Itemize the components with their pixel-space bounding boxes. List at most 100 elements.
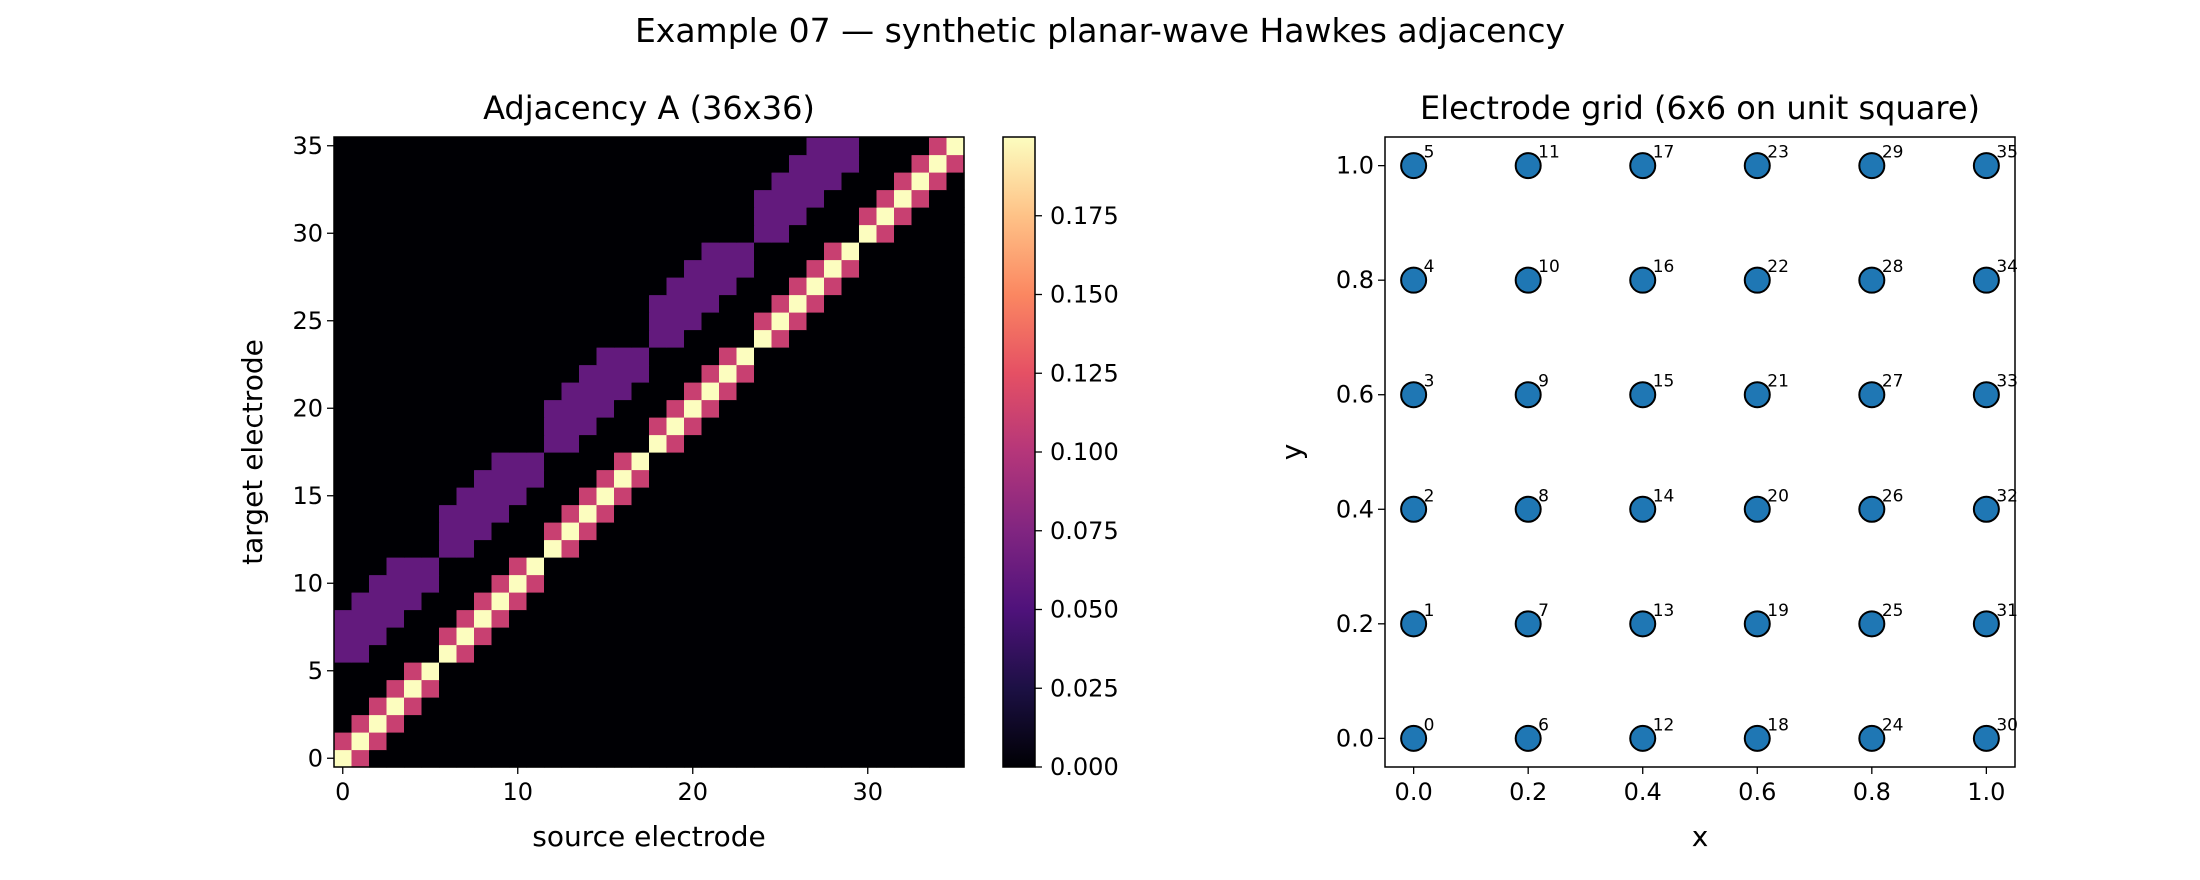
- heatmap-cell: [614, 329, 633, 348]
- heatmap-y-tick-label: 25: [292, 307, 323, 335]
- heatmap-cell: [806, 242, 825, 261]
- heatmap-cell: [824, 224, 843, 243]
- heatmap-cell: [824, 522, 843, 541]
- heatmap-cell: [684, 522, 703, 541]
- heatmap-cell: [736, 522, 755, 541]
- heatmap-cell: [386, 242, 405, 261]
- heatmap-cell: [666, 137, 685, 156]
- heatmap-cell: [369, 662, 388, 681]
- heatmap-cell: [929, 364, 948, 383]
- heatmap-cell: [684, 347, 703, 366]
- heatmap-cell: [789, 137, 808, 156]
- heatmap-cell: [929, 242, 948, 261]
- heatmap-cell: [351, 154, 370, 173]
- heatmap-cell: [614, 557, 633, 576]
- heatmap-cell: [491, 732, 510, 751]
- heatmap-cell: [561, 224, 580, 243]
- heatmap-cell: [561, 732, 580, 751]
- heatmap-cell: [474, 312, 493, 331]
- heatmap-cell: [334, 172, 353, 191]
- heatmap-cell: [946, 137, 965, 156]
- heatmap-cell: [369, 504, 388, 523]
- heatmap-cell: [806, 487, 825, 506]
- heatmap-cell: [334, 259, 353, 278]
- electrode-id-label: 13: [1653, 601, 1675, 621]
- heatmap-cell: [806, 277, 825, 296]
- heatmap-cell: [824, 469, 843, 488]
- heatmap-cell: [596, 154, 615, 173]
- heatmap-cell: [509, 329, 528, 348]
- heatmap-cell: [789, 434, 808, 453]
- heatmap-cell: [859, 242, 878, 261]
- heatmap-cell: [684, 487, 703, 506]
- heatmap-cell: [544, 224, 563, 243]
- heatmap-cell: [474, 714, 493, 733]
- heatmap-cell: [526, 714, 545, 733]
- heatmap-cell: [649, 574, 668, 593]
- heatmap-cell: [946, 452, 965, 471]
- heatmap-cell: [631, 242, 650, 261]
- heatmap-cell: [736, 137, 755, 156]
- heatmap-cell: [526, 644, 545, 663]
- heatmap-cell: [404, 382, 423, 401]
- heatmap-cell: [386, 294, 405, 313]
- electrode-id-label: 16: [1653, 257, 1675, 277]
- heatmap-cell: [456, 679, 475, 698]
- heatmap-cell: [491, 154, 510, 173]
- heatmap-cell: [876, 714, 895, 733]
- heatmap-x-tick-label: 20: [677, 778, 708, 806]
- heatmap-cell: [526, 679, 545, 698]
- heatmap-cell: [544, 137, 563, 156]
- heatmap-cell: [439, 644, 458, 663]
- heatmap-cell: [911, 294, 930, 313]
- heatmap-cell: [771, 469, 790, 488]
- heatmap-cell: [526, 294, 545, 313]
- heatmap-cell: [771, 242, 790, 261]
- heatmap-cell: [754, 294, 773, 313]
- heatmap-cell: [911, 172, 930, 191]
- heatmap-cell: [526, 434, 545, 453]
- electrode-marker: [1972, 381, 2000, 409]
- heatmap-cell: [911, 312, 930, 331]
- scatter-y-tick-label: 0.6: [1336, 381, 1374, 409]
- heatmap-cell: [736, 364, 755, 383]
- heatmap-cell: [526, 312, 545, 331]
- heatmap-cell: [929, 662, 948, 681]
- heatmap-cell: [929, 399, 948, 418]
- heatmap-cell: [456, 364, 475, 383]
- heatmap-cell: [631, 627, 650, 646]
- electrode-id-label: 7: [1538, 601, 1549, 621]
- heatmap-cell: [369, 714, 388, 733]
- heatmap-cell: [736, 417, 755, 436]
- heatmap-cell: [859, 574, 878, 593]
- heatmap-cell: [439, 154, 458, 173]
- heatmap-cell: [439, 504, 458, 523]
- heatmap-cell: [369, 364, 388, 383]
- heatmap-cell: [369, 347, 388, 366]
- heatmap-cell: [421, 644, 440, 663]
- heatmap-cell: [771, 662, 790, 681]
- heatmap-cell: [946, 207, 965, 226]
- electrode-marker: [1629, 152, 1657, 180]
- heatmap-cell: [439, 137, 458, 156]
- heatmap-cell: [684, 312, 703, 331]
- heatmap-cell: [859, 382, 878, 401]
- heatmap-cell: [736, 154, 755, 173]
- heatmap-cell: [876, 732, 895, 751]
- heatmap-cell: [929, 732, 948, 751]
- heatmap-panel: Adjacency A (36x36) 0 10 20 30 0 5 10 15 20 25 30…: [236, 89, 965, 853]
- heatmap-cell: [631, 714, 650, 733]
- heatmap-cell: [771, 749, 790, 768]
- heatmap-cell: [614, 242, 633, 261]
- heatmap-cell: [701, 557, 720, 576]
- heatmap-cell: [684, 399, 703, 418]
- heatmap-cell: [491, 417, 510, 436]
- heatmap-cell: [561, 749, 580, 768]
- heatmap-cell: [614, 312, 633, 331]
- heatmap-cell: [649, 364, 668, 383]
- heatmap-cell: [614, 749, 633, 768]
- heatmap-cell: [456, 732, 475, 751]
- heatmap-cell: [526, 697, 545, 716]
- heatmap-cell: [666, 627, 685, 646]
- heatmap-cell: [841, 382, 860, 401]
